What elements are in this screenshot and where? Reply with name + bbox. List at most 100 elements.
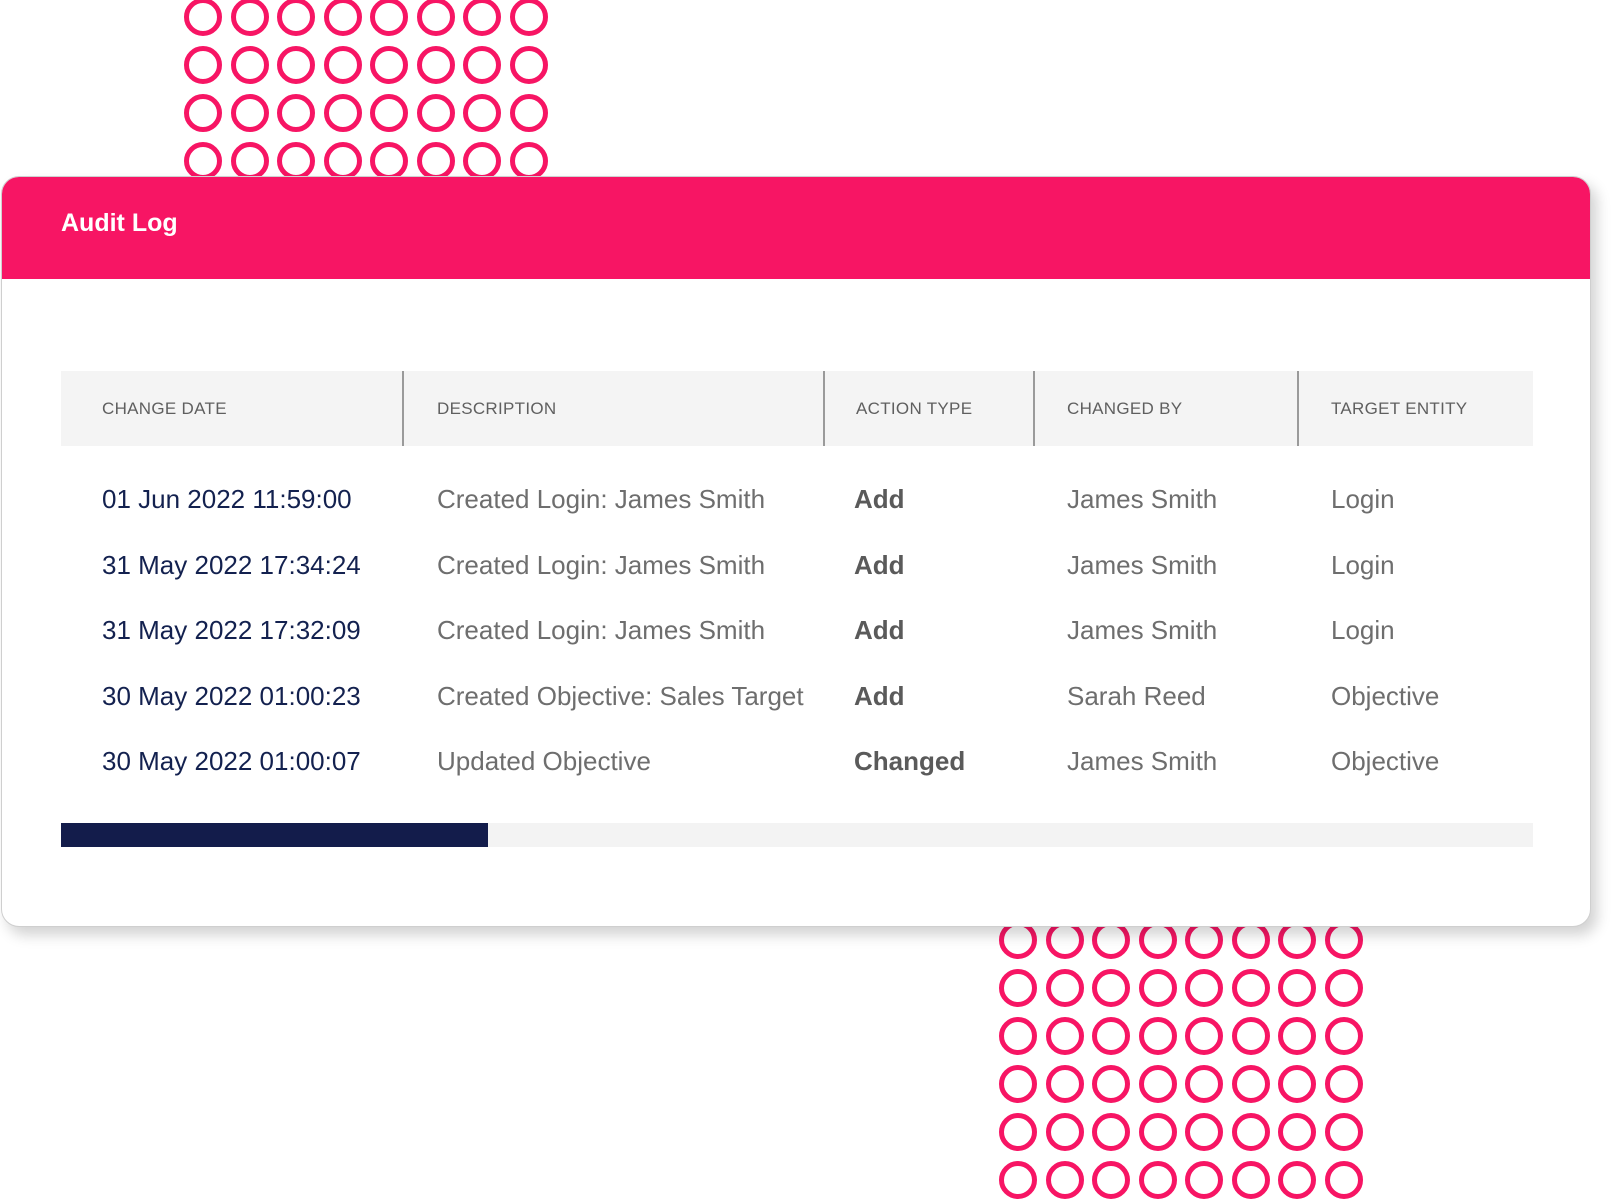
decorative-ring <box>1138 1161 1177 1199</box>
cell-changed-by: James Smith <box>1067 484 1218 515</box>
decorative-ring <box>230 142 269 180</box>
decorative-ring <box>230 94 269 132</box>
decorative-ring <box>463 142 501 180</box>
cell-target-entity: Objective <box>1331 746 1440 777</box>
cell-action-type: Changed <box>854 746 966 777</box>
card-header: Audit Log <box>2 177 1590 279</box>
cell-description: Created Login: James Smith <box>437 549 766 580</box>
decorative-ring <box>1278 1113 1316 1151</box>
decorative-ring <box>1092 1065 1130 1103</box>
cell-action-type: Add <box>854 680 905 711</box>
cell-change-date: 30 May 2022 01:00:07 <box>102 746 361 777</box>
decorative-ring <box>1324 1065 1363 1103</box>
cell-change-date: 31 May 2022 17:32:09 <box>102 615 361 646</box>
decorative-ring <box>230 0 269 36</box>
decorative-ring <box>1231 1017 1270 1055</box>
column-header-description[interactable]: DESCRIPTION <box>404 371 825 446</box>
decorative-ring <box>1278 1017 1316 1055</box>
audit-log-table: CHANGE DATE DESCRIPTION ACTION TYPE CHAN… <box>61 371 1533 795</box>
decorative-ring <box>509 0 548 36</box>
decorative-ring <box>1324 969 1363 1007</box>
decorative-ring <box>1185 969 1223 1007</box>
decorative-ring <box>184 142 222 180</box>
decorative-ring <box>416 142 455 180</box>
column-header-action-type[interactable]: ACTION TYPE <box>825 371 1035 446</box>
audit-log-card: Audit Log CHANGE DATE DESCRIPTION ACTION… <box>1 176 1591 927</box>
table-body: 01 Jun 2022 11:59:00 Created Login: Jame… <box>61 446 1533 795</box>
decorative-ring <box>1092 969 1130 1007</box>
cell-target-entity: Login <box>1331 549 1395 580</box>
cell-target-entity: Login <box>1331 484 1395 515</box>
table-row[interactable]: 01 Jun 2022 11:59:00 Created Login: Jame… <box>61 467 1533 533</box>
decorative-ring <box>1092 1161 1130 1199</box>
cell-description: Created Login: James Smith <box>437 484 766 515</box>
cell-change-date: 30 May 2022 01:00:23 <box>102 680 361 711</box>
decorative-ring <box>1278 1065 1316 1103</box>
decorative-ring <box>999 1017 1037 1055</box>
decorative-ring <box>370 94 408 132</box>
cell-changed-by: James Smith <box>1067 746 1218 777</box>
scrollbar-thumb[interactable] <box>61 823 488 847</box>
decorative-ring <box>1138 1017 1177 1055</box>
decorative-ring <box>1231 969 1270 1007</box>
decorative-ring <box>323 142 362 180</box>
table-row[interactable]: 31 May 2022 17:32:09 Created Login: Jame… <box>61 598 1533 664</box>
decorative-ring <box>509 46 548 84</box>
decorative-ring <box>509 94 548 132</box>
decorative-ring <box>999 969 1037 1007</box>
decorative-ring <box>370 46 408 84</box>
decorative-ring <box>1324 1113 1363 1151</box>
card-title: Audit Log <box>61 209 178 237</box>
decorative-ring <box>999 1161 1037 1199</box>
decorative-ring <box>1324 1017 1363 1055</box>
decorative-ring <box>416 46 455 84</box>
cell-action-type: Add <box>854 549 905 580</box>
decorative-ring <box>184 0 222 36</box>
decorative-ring <box>1278 1161 1316 1199</box>
decorative-ring <box>1045 1113 1084 1151</box>
cell-change-date: 01 Jun 2022 11:59:00 <box>102 484 352 515</box>
column-header-change-date[interactable]: CHANGE DATE <box>61 371 404 446</box>
cell-description: Created Objective: Sales Target <box>437 680 804 711</box>
decorative-ring <box>184 46 222 84</box>
decorative-ring <box>184 94 222 132</box>
decorative-ring <box>1324 1161 1363 1199</box>
decorative-ring <box>1185 1017 1223 1055</box>
cell-changed-by: James Smith <box>1067 615 1218 646</box>
table-header: CHANGE DATE DESCRIPTION ACTION TYPE CHAN… <box>61 371 1533 446</box>
decorative-ring <box>1138 1113 1177 1151</box>
decorative-ring <box>463 94 501 132</box>
cell-changed-by: Sarah Reed <box>1067 680 1206 711</box>
decorative-ring <box>230 46 269 84</box>
decorative-ring <box>1185 1113 1223 1151</box>
decorative-ring <box>1045 1161 1084 1199</box>
column-header-target-entity[interactable]: TARGET ENTITY <box>1331 398 1468 418</box>
cell-description: Updated Objective <box>437 746 651 777</box>
column-header-changed-by[interactable]: CHANGED BY <box>1035 371 1299 446</box>
decorative-ring <box>323 0 362 36</box>
decorative-ring <box>463 0 501 36</box>
cell-action-type: Add <box>854 484 905 515</box>
decorative-ring <box>999 1113 1037 1151</box>
cell-target-entity: Login <box>1331 615 1395 646</box>
horizontal-scrollbar[interactable] <box>61 823 1533 847</box>
decorative-ring <box>416 0 455 36</box>
decorative-ring <box>1045 969 1084 1007</box>
table-row[interactable]: 30 May 2022 01:00:07 Updated Objective C… <box>61 729 1533 795</box>
decorative-ring <box>1231 1161 1270 1199</box>
decorative-ring <box>999 1065 1037 1103</box>
cell-change-date: 31 May 2022 17:34:24 <box>102 549 361 580</box>
decorative-ring <box>1045 1017 1084 1055</box>
decorative-ring <box>277 46 315 84</box>
decorative-ring <box>370 0 408 36</box>
decorative-ring <box>1138 969 1177 1007</box>
decorative-ring <box>1231 1065 1270 1103</box>
table-row[interactable]: 31 May 2022 17:34:24 Created Login: Jame… <box>61 533 1533 599</box>
decorative-ring <box>323 46 362 84</box>
cell-description: Created Login: James Smith <box>437 615 766 646</box>
decorative-ring <box>416 94 455 132</box>
table-row[interactable]: 30 May 2022 01:00:23 Created Objective: … <box>61 664 1533 730</box>
decorative-ring <box>1138 1065 1177 1103</box>
cell-changed-by: James Smith <box>1067 549 1218 580</box>
decorative-ring <box>509 142 548 180</box>
